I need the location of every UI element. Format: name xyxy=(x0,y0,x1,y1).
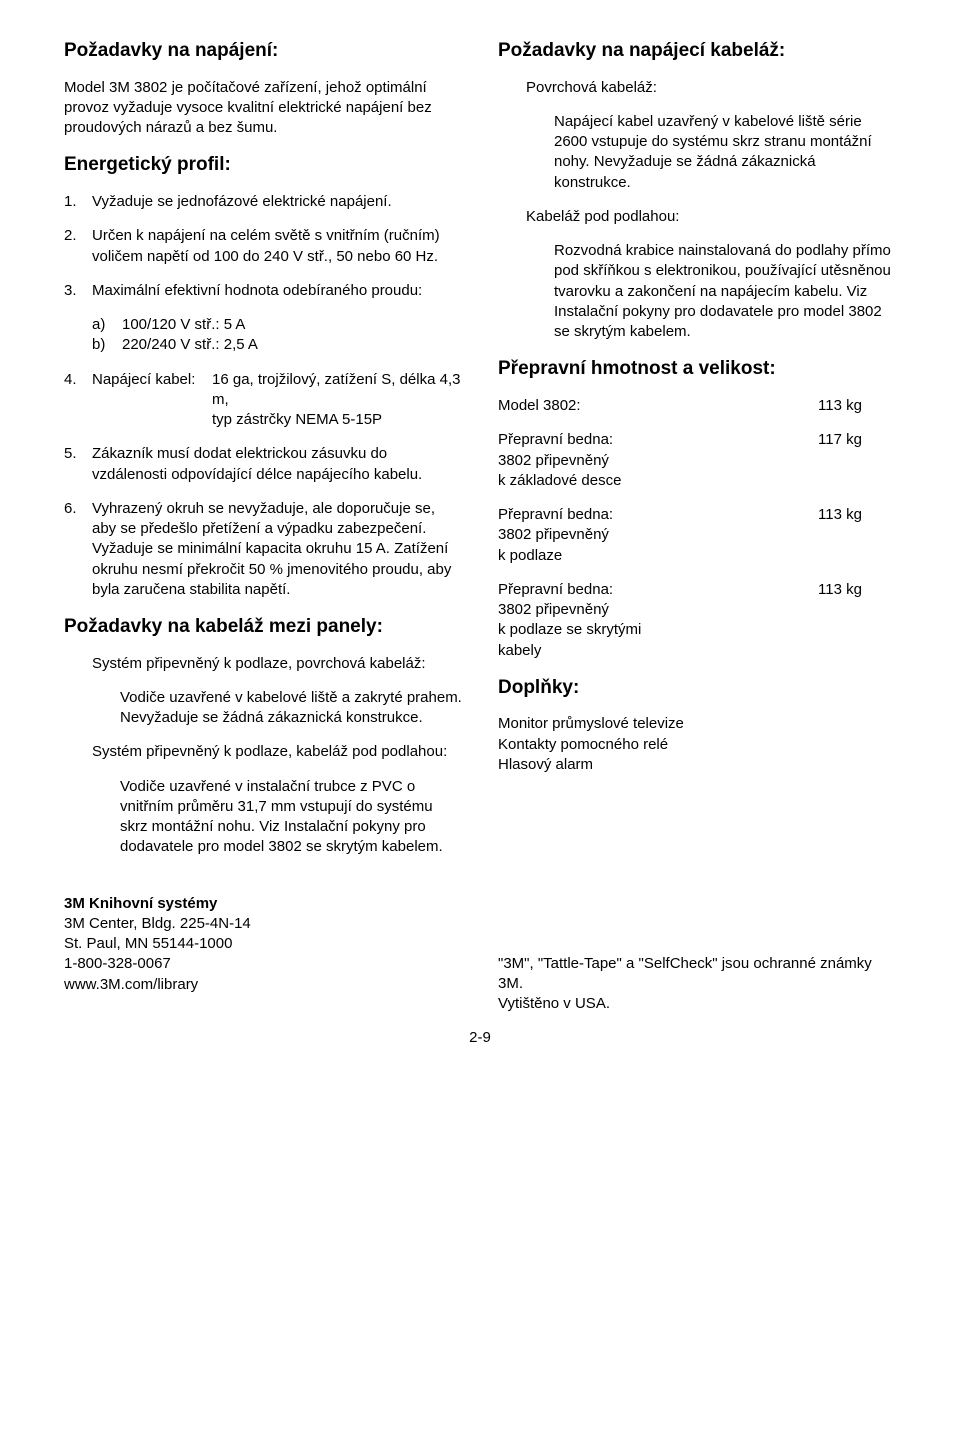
sub-label-a: a) xyxy=(92,315,122,335)
table-row: Přepravní bedna: 3802 připevněný k podla… xyxy=(498,505,896,566)
list-num: 3. xyxy=(64,281,92,301)
para-floor-surface-body: Vodiče uzavřené v kabelové liště a zakry… xyxy=(120,688,462,729)
table-row: Model 3802: 113 kg xyxy=(498,396,896,416)
heading-power-req: Požadavky na napájení: xyxy=(64,38,462,64)
list-num: 2. xyxy=(64,226,92,267)
weight-label: Model 3802: xyxy=(498,396,818,416)
list-item-2: Určen k napájení na celém světě s vnitřn… xyxy=(92,226,462,267)
para-surface: Povrchová kabeláž: xyxy=(526,78,896,98)
cable-value: 16 ga, trojžilový, zatížení S, délka 4,3… xyxy=(212,370,462,431)
list-num: 5. xyxy=(64,444,92,485)
heading-panel-cabling: Požadavky na kabeláž mezi panely: xyxy=(64,614,462,640)
cable-label: Napájecí kabel: xyxy=(92,370,212,431)
list-item-6: Vyhrazený okruh se nevyžaduje, ale dopor… xyxy=(92,499,462,600)
weight-value: 113 kg xyxy=(818,580,896,661)
sub-item-b: 220/240 V stř.: 2,5 A xyxy=(122,335,258,355)
weight-label: Přepravní bedna: 3802 připevněný k zákla… xyxy=(498,430,818,491)
weight-value: 117 kg xyxy=(818,430,896,491)
table-row: Přepravní bedna: 3802 připevněný k podla… xyxy=(498,580,896,661)
para-floor-surface: Systém připevněný k podlaze, povrchová k… xyxy=(92,654,462,674)
para-accessories: Monitor průmyslové televize Kontakty pom… xyxy=(498,714,896,775)
para-power-req: Model 3M 3802 je počítačové zařízení, je… xyxy=(64,78,462,139)
para-surface-body: Napájecí kabel uzavřený v kabelové liště… xyxy=(554,112,896,193)
table-row: Přepravní bedna: 3802 připevněný k zákla… xyxy=(498,430,896,491)
list-item-1: Vyžaduje se jednofázové elektrické napáj… xyxy=(92,192,462,212)
heading-accessories: Doplňky: xyxy=(498,675,896,701)
weight-label: Přepravní bedna: 3802 připevněný k podla… xyxy=(498,580,818,661)
para-floor-under-body: Vodiče uzavřené v instalační trubce z PV… xyxy=(120,777,462,858)
para-under-body: Rozvodná krabice nainstalovaná do podlah… xyxy=(554,241,896,342)
list-item-5: Zákazník musí dodat elektrickou zásuvku … xyxy=(92,444,462,485)
weight-label: Přepravní bedna: 3802 připevněný k podla… xyxy=(498,505,818,566)
footer-left: 3M Knihovní systémy 3M Center, Bldg. 225… xyxy=(64,894,462,995)
footer-right: "3M", "Tattle-Tape" a "SelfCheck" jsou o… xyxy=(498,954,896,1015)
sub-item-a: 100/120 V stř.: 5 A xyxy=(122,315,245,335)
sub-label-b: b) xyxy=(92,335,122,355)
list-num: 6. xyxy=(64,499,92,600)
weight-value: 113 kg xyxy=(818,396,896,416)
para-under: Kabeláž pod podlahou: xyxy=(526,207,896,227)
list-item-3: Maximální efektivní hodnota odebíraného … xyxy=(92,281,462,301)
page-number: 2-9 xyxy=(64,1028,896,1048)
heading-weight-size: Přepravní hmotnost a velikost: xyxy=(498,356,896,382)
list-num: 4. xyxy=(64,370,92,431)
heading-energy-profile: Energetický profil: xyxy=(64,152,462,178)
weight-value: 113 kg xyxy=(818,505,896,566)
heading-supply-cabling: Požadavky na napájecí kabeláž: xyxy=(498,38,896,64)
list-num: 1. xyxy=(64,192,92,212)
para-floor-under: Systém připevněný k podlaze, kabeláž pod… xyxy=(92,742,462,762)
